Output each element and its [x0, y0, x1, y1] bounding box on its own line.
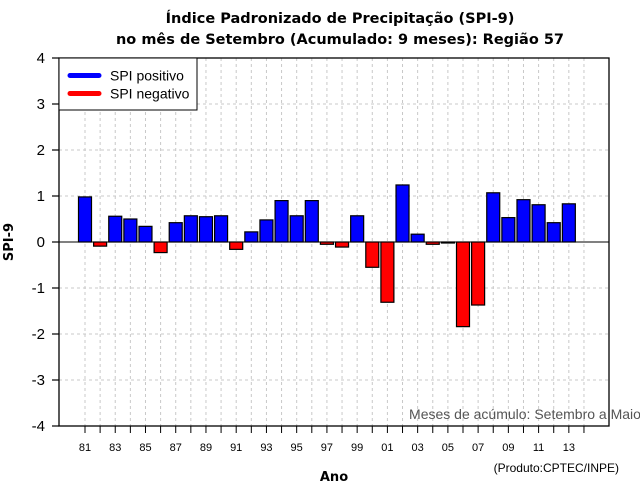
- x-tick-label: 83: [109, 442, 121, 454]
- y-tick-label: 0: [37, 234, 45, 251]
- x-axis-label: Ano: [320, 470, 348, 485]
- bar-1995: [289, 215, 304, 243]
- x-tick-label: 11: [533, 442, 544, 454]
- bar-1994: [274, 200, 289, 243]
- bar-2012: [546, 222, 561, 243]
- x-tick-label: 81: [79, 442, 91, 454]
- bar-1993: [259, 219, 274, 243]
- bar-2013: [561, 203, 576, 243]
- y-tick-label: -4: [32, 418, 45, 435]
- y-tick-label: -3: [32, 372, 45, 389]
- y-tick-label: 2: [37, 142, 45, 159]
- bar-2006: [455, 241, 471, 328]
- legend: SPI positivo SPI negativo: [58, 57, 198, 111]
- bar-1992: [244, 231, 259, 243]
- bar-1981: [77, 196, 93, 243]
- bar-1985: [138, 225, 153, 243]
- x-tick-label: 97: [321, 442, 333, 454]
- bar-1983: [108, 215, 123, 243]
- bar-2000: [365, 241, 380, 268]
- chart-title: Índice Padronizado de Precipitação (SPI-…: [166, 10, 515, 27]
- x-tick-label: 85: [139, 442, 151, 454]
- bar-1990: [213, 215, 229, 243]
- x-tick-label: 89: [200, 442, 212, 454]
- y-axis: 4 3 2 1 0 -1 -2 -3 -4: [32, 50, 59, 435]
- bar-1991: [229, 241, 244, 250]
- y-tick-label: 3: [37, 96, 45, 113]
- x-tick-label: 03: [412, 442, 424, 454]
- x-tick-label: 07: [472, 442, 484, 454]
- accumulation-annotation: Meses de acúmulo: Setembro a Maio: [409, 406, 640, 422]
- x-tick-label: 87: [170, 442, 182, 454]
- bars: [77, 184, 576, 328]
- bar-2003: [410, 233, 425, 243]
- x-tick-label: 13: [563, 442, 575, 454]
- y-tick-label: -1: [32, 280, 45, 297]
- x-tick-label: 91: [230, 442, 242, 454]
- bar-1982: [93, 241, 108, 247]
- bar-1988: [183, 215, 198, 243]
- x-tick-label: 95: [291, 442, 303, 454]
- y-axis-label: SPI-9: [2, 223, 17, 261]
- bar-2010: [516, 199, 531, 243]
- bar-1987: [168, 222, 183, 243]
- bar-1999: [350, 215, 365, 243]
- bar-1986: [153, 241, 168, 254]
- y-tick-label: 4: [37, 50, 45, 67]
- bar-1989: [198, 216, 214, 243]
- product-credit: (Produto:CPTEC/INPE): [494, 461, 619, 475]
- bar-1984: [123, 218, 138, 243]
- legend-box: [58, 57, 198, 111]
- x-tick-label: 93: [260, 442, 272, 454]
- legend-label-negative: SPI negativo: [110, 86, 190, 102]
- legend-label-positive: SPI positivo: [110, 68, 184, 84]
- x-tick-label: 05: [442, 442, 454, 454]
- bar-2008: [486, 192, 501, 243]
- bar-2001: [380, 241, 395, 303]
- y-tick-label: -2: [32, 326, 45, 343]
- chart-subtitle: no mês de Setembro (Acumulado: 9 meses):…: [116, 32, 564, 48]
- bar-1998: [334, 241, 350, 248]
- bar-2009: [501, 217, 516, 243]
- bar-2007: [471, 241, 486, 306]
- bar-1996: [304, 200, 319, 243]
- grid-lines: [59, 58, 609, 426]
- x-axis: 81 83 85 87 89 91 93 95 97 99 01 03 05 07 09 11 13: [79, 426, 585, 454]
- y-tick-label: 1: [37, 188, 45, 205]
- x-tick-label: 01: [381, 442, 393, 454]
- bar-2011: [531, 204, 546, 243]
- x-tick-label: 99: [351, 442, 363, 454]
- bar-2002: [395, 184, 410, 243]
- x-tick-label: 09: [502, 442, 514, 454]
